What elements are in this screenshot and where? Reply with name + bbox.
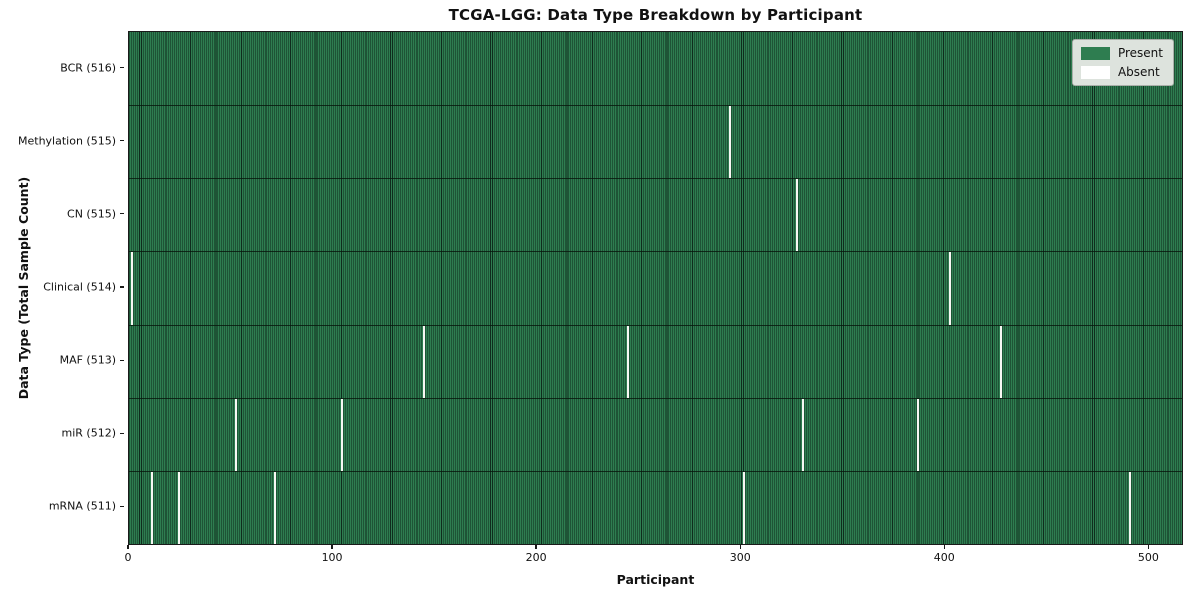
y-tick-label: Methylation (515): [18, 134, 116, 148]
x-tick-mark: [331, 545, 333, 549]
legend-item-present: Present: [1080, 46, 1163, 60]
y-tick-mark: [120, 140, 124, 142]
heatmap-row-mir: [129, 397, 1182, 471]
absent-mark: [177, 471, 180, 544]
x-tick-label: 200: [525, 551, 547, 564]
absent-mark: [802, 398, 805, 471]
absent-mark: [235, 398, 238, 471]
x-axis-label: Participant: [616, 572, 695, 587]
chart-title: TCGA-LGG: Data Type Breakdown by Partici…: [448, 6, 863, 24]
absent-mark: [341, 398, 344, 471]
y-tick-label: MAF (513): [59, 353, 116, 367]
legend: Present Absent: [1071, 39, 1174, 86]
plot-area: Present Absent: [128, 31, 1183, 545]
y-tick-mark: [120, 359, 124, 361]
x-tick-mark: [943, 545, 945, 549]
absent-mark: [743, 471, 746, 544]
y-tick-mark: [120, 505, 124, 508]
legend-label-present: Present: [1117, 46, 1163, 60]
heatmap-row-clinical: [129, 251, 1182, 325]
x-tick-mark: [1147, 545, 1149, 549]
heatmap-row-maf: [129, 324, 1182, 398]
y-tick-label: miR (512): [61, 426, 117, 440]
y-tick-mark: [120, 66, 124, 69]
y-tick-label: Clinical (514): [43, 280, 116, 294]
absent-mark: [1000, 325, 1003, 398]
y-axis-ticks: BCR (516) Methylation (515) CN (515) Clinic…: [0, 31, 126, 545]
legend-item-absent: Absent: [1080, 65, 1163, 79]
y-tick-mark: [120, 213, 124, 215]
absent-mark: [949, 252, 952, 325]
heatmap-row-mrna: [129, 470, 1182, 544]
y-tick-label: CN (515): [67, 207, 116, 221]
x-tick-label: 300: [729, 551, 751, 564]
legend-swatch-absent: [1080, 65, 1110, 79]
absent-mark: [796, 179, 799, 252]
legend-swatch-present: [1080, 46, 1110, 60]
x-tick-mark: [127, 545, 129, 549]
x-tick-label: 500: [1137, 551, 1159, 564]
heatmap-row-methylation: [129, 105, 1182, 179]
heatmap-row-cn: [129, 178, 1182, 252]
heatmap-row-bcr: [129, 32, 1182, 106]
absent-mark: [151, 471, 154, 544]
x-tick-label: 100: [321, 551, 343, 564]
x-axis-ticks: 0 100 200 300 400 500: [124, 545, 1183, 571]
absent-mark: [728, 106, 731, 179]
absent-mark: [273, 471, 276, 544]
y-tick-label: BCR (516): [60, 61, 116, 75]
absent-mark: [131, 252, 134, 325]
absent-mark: [626, 325, 629, 398]
absent-mark: [916, 398, 919, 471]
x-tick-mark: [535, 545, 537, 549]
x-tick-label: 400: [933, 551, 955, 564]
y-tick-mark: [120, 286, 124, 288]
x-tick-mark: [739, 545, 741, 549]
absent-mark: [422, 325, 425, 398]
y-tick-label: mRNA (511): [48, 499, 116, 513]
y-tick-mark: [120, 432, 124, 434]
legend-label-absent: Absent: [1117, 65, 1160, 79]
absent-mark: [1128, 471, 1131, 544]
x-tick-label: 0: [124, 551, 132, 564]
